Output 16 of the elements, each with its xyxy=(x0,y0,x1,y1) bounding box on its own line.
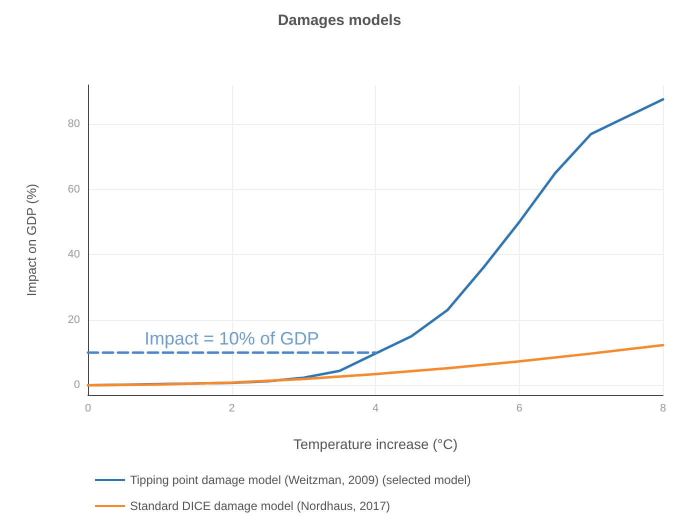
y-tick-label: 40 xyxy=(68,248,80,261)
annotation: Impact = 10% of GDP xyxy=(144,328,320,349)
y-axis-title: Impact on GDP (%) xyxy=(24,184,39,296)
legend-label: Standard DICE damage model (Nordhaus, 2017) xyxy=(130,499,390,513)
y-tick-label: 20 xyxy=(68,314,80,326)
x-tick-label: 2 xyxy=(228,402,235,414)
y-tick-label: 60 xyxy=(68,183,80,196)
x-tick-label: 0 xyxy=(84,402,92,414)
x-tick-label: 4 xyxy=(372,402,379,414)
x-tick-label: 8 xyxy=(660,402,666,414)
y-tick-label: 0 xyxy=(74,379,80,392)
x-axis-title: Temperature increase (°C) xyxy=(293,436,458,452)
x-tick-label: 6 xyxy=(516,402,522,414)
chart-title: Damages models xyxy=(278,12,402,29)
y-tick-label: 80 xyxy=(68,118,80,130)
legend-label: Tipping point damage model (Weitzman, 2009) (selected model) xyxy=(130,473,471,487)
